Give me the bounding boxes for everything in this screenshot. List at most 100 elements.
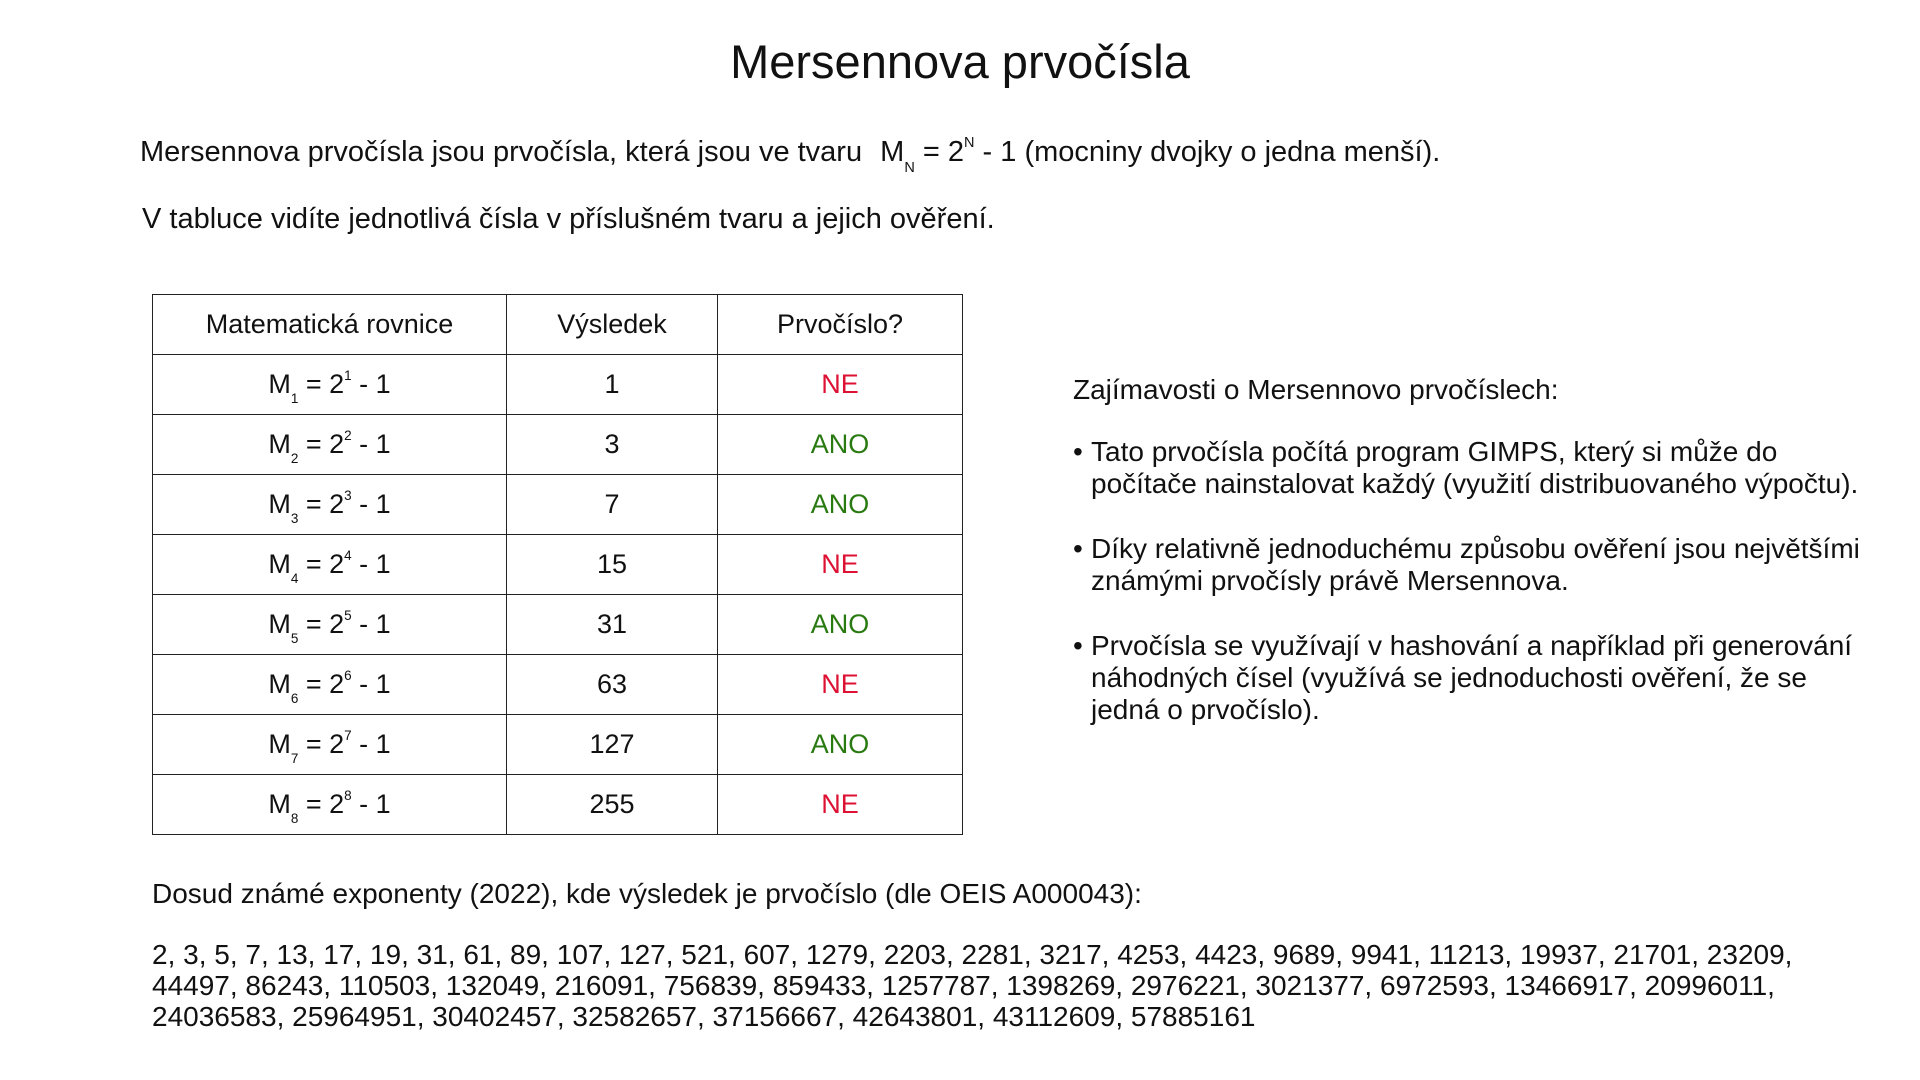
mersenne-table: Matematická rovnice Výsledek Prvočíslo? …: [152, 294, 963, 835]
table-row: M5 = 25 - 1 31 ANO: [152, 594, 963, 655]
equation-index: 4: [290, 571, 299, 587]
equation-exponent: 4: [344, 548, 352, 564]
table-header-row: Matematická rovnice Výsledek Prvočíslo?: [152, 294, 963, 355]
prime-status-cell: NE: [717, 534, 963, 595]
prime-status-cell: ANO: [717, 414, 963, 475]
result-cell: 1: [506, 354, 718, 415]
intro-text: Mersennova prvočísla jsou prvočísla, kte…: [140, 136, 863, 168]
intro-formula: MN = 2N - 1: [880, 134, 1017, 175]
equation-base: M: [268, 789, 291, 819]
equation-base: M: [268, 549, 291, 579]
fact-text: Díky relativně jednoduchému způsobu ověř…: [1091, 533, 1860, 596]
equation-equals: = 2: [298, 789, 345, 819]
result-cell: 31: [506, 594, 718, 655]
equation-index: 5: [290, 631, 299, 647]
equation-tail: - 1: [351, 729, 391, 759]
prime-status-cell: ANO: [717, 594, 963, 655]
equation-exponent: 7: [344, 728, 352, 744]
equation-cell: M2 = 22 - 1: [152, 414, 507, 475]
bullet-icon: •: [1073, 630, 1083, 661]
equation-base: M: [268, 729, 291, 759]
equation-cell: M6 = 26 - 1: [152, 654, 507, 715]
equation-tail: - 1: [351, 609, 391, 639]
equation-base: M: [268, 669, 291, 699]
result-cell: 3: [506, 414, 718, 475]
facts-panel: Zajímavosti o Mersennovo prvočíslech: • T…: [1073, 374, 1863, 759]
table-row: M2 = 22 - 1 3 ANO: [152, 414, 963, 475]
prime-status-cell: ANO: [717, 714, 963, 775]
result-cell: 7: [506, 474, 718, 535]
equation-base: M: [268, 429, 291, 459]
equation-tail: - 1: [351, 369, 391, 399]
intro-suffix: (mocniny dvojky o jedna menší).: [1024, 136, 1441, 168]
fact-text: Prvočísla se využívají v hashování a nap…: [1091, 630, 1853, 725]
equation-index: 1: [290, 391, 299, 407]
equation-exponent: 5: [344, 608, 352, 624]
equation-index: 7: [290, 751, 299, 767]
equation-cell: M7 = 27 - 1: [152, 714, 507, 775]
equation-cell: M4 = 24 - 1: [152, 534, 507, 595]
facts-heading: Zajímavosti o Mersennovo prvočíslech:: [1073, 374, 1559, 405]
header-result: Výsledek: [506, 294, 718, 355]
equation-cell: M8 = 28 - 1: [152, 774, 507, 835]
equation-base: M: [268, 369, 291, 399]
formula-superscript: N: [964, 135, 975, 152]
page-title: Mersennova prvočísla: [730, 35, 1190, 88]
equation-tail: - 1: [351, 669, 391, 699]
bullet-icon: •: [1073, 533, 1083, 564]
equation-equals: = 2: [298, 669, 345, 699]
equation-cell: M1 = 21 - 1: [152, 354, 507, 415]
equation-tail: - 1: [351, 489, 391, 519]
equation-index: 6: [290, 691, 299, 707]
fact-item: • Prvočísla se využívají v hashování a na…: [1073, 630, 1863, 726]
equation-base: M: [268, 609, 291, 639]
prime-status-cell: ANO: [717, 474, 963, 535]
equation-exponent: 1: [344, 368, 352, 384]
table-row: M3 = 23 - 1 7 ANO: [152, 474, 963, 535]
equation-equals: = 2: [298, 729, 345, 759]
equation-equals: = 2: [298, 549, 345, 579]
table-row: M1 = 21 - 1 1 NE: [152, 354, 963, 415]
table-row: M8 = 28 - 1 255 NE: [152, 774, 963, 835]
equation-exponent: 6: [344, 668, 352, 684]
prime-status-cell: NE: [717, 774, 963, 835]
prime-status-cell: NE: [717, 654, 963, 715]
equation-exponent: 3: [344, 488, 352, 504]
known-exponents-list: 2, 3, 5, 7, 13, 17, 19, 31, 61, 89, 107,…: [152, 939, 1793, 1032]
formula-base: M: [880, 136, 905, 168]
equation-exponent: 2: [344, 428, 352, 444]
result-cell: 127: [506, 714, 718, 775]
equation-tail: - 1: [351, 429, 391, 459]
equation-base: M: [268, 489, 291, 519]
equation-equals: = 2: [298, 609, 345, 639]
result-cell: 255: [506, 774, 718, 835]
result-cell: 63: [506, 654, 718, 715]
table-description: V tabluce vidíte jednotlivá čísla v přís…: [142, 203, 995, 235]
equation-index: 8: [290, 811, 299, 827]
formula-equals: = 2: [914, 136, 965, 168]
prime-status-cell: NE: [717, 354, 963, 415]
equation-equals: = 2: [298, 489, 345, 519]
facts-list: • Tato prvočísla počítá program GIMPS, kt…: [1073, 436, 1863, 726]
known-exponents-heading: Dosud známé exponenty (2022), kde výsled…: [152, 878, 1142, 909]
intro-paragraph: Mersennova prvočísla jsou prvočísla, kte…: [140, 134, 1441, 175]
equation-index: 3: [290, 511, 299, 527]
equation-index: 2: [290, 451, 299, 467]
formula-subscript: N: [904, 159, 915, 176]
table-row: M4 = 24 - 1 15 NE: [152, 534, 963, 595]
result-cell: 15: [506, 534, 718, 595]
bullet-icon: •: [1073, 436, 1083, 467]
equation-cell: M3 = 23 - 1: [152, 474, 507, 535]
equation-equals: = 2: [298, 429, 345, 459]
table-body: M1 = 21 - 1 1 NE M2 = 22 - 1 3 ANO M3 = 23 - 1…: [152, 354, 963, 835]
header-prime: Prvočíslo?: [717, 294, 963, 355]
equation-equals: = 2: [298, 369, 345, 399]
header-equation: Matematická rovnice: [152, 294, 507, 355]
equation-tail: - 1: [351, 549, 391, 579]
equation-tail: - 1: [351, 789, 391, 819]
formula-tail: - 1: [974, 136, 1017, 168]
equation-cell: M5 = 25 - 1: [152, 594, 507, 655]
table-row: M7 = 27 - 1 127 ANO: [152, 714, 963, 775]
equation-exponent: 8: [344, 788, 352, 804]
